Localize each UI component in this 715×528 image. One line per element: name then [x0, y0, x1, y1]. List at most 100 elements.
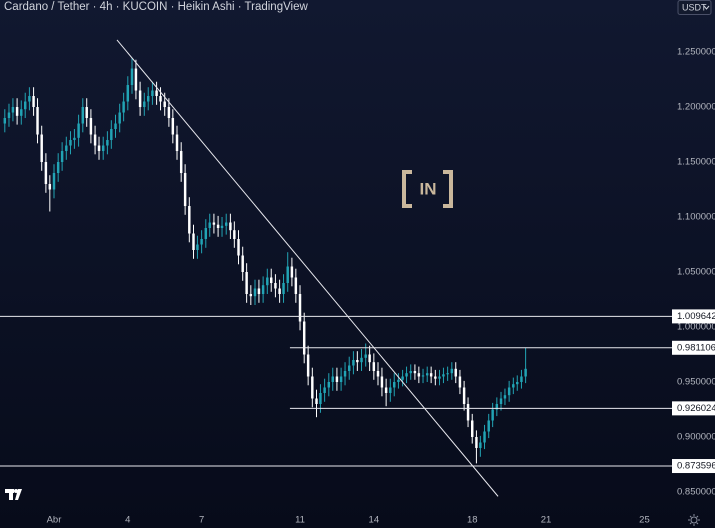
candle-body	[220, 225, 224, 229]
level-tag	[672, 340, 715, 355]
candle-body	[347, 365, 351, 371]
candle-body	[360, 357, 363, 363]
level-tag	[672, 459, 715, 474]
level-label: 1.009642	[677, 311, 715, 322]
candle-body	[524, 368, 527, 377]
candle-body	[512, 384, 515, 388]
candle-body	[306, 354, 310, 377]
candle-body	[315, 398, 318, 404]
candle-body	[438, 376, 441, 379]
candle-body	[376, 370, 380, 377]
candle-body	[266, 277, 269, 286]
candle-body	[114, 123, 117, 130]
candle-body	[282, 283, 285, 295]
x-tick-label: 11	[295, 515, 305, 526]
dropdown-arrow[interactable]	[703, 5, 710, 10]
candle-body	[151, 90, 154, 97]
candle-body	[200, 239, 203, 245]
candle-body	[442, 374, 445, 377]
candle-body	[270, 277, 273, 284]
x-tick-label: 7	[199, 515, 204, 526]
candle-body	[520, 376, 523, 382]
candle-body	[85, 107, 88, 119]
candle-body	[450, 368, 454, 374]
candle-body	[167, 107, 171, 119]
candle-body	[475, 436, 478, 448]
x-tick-label: 25	[639, 515, 650, 526]
y-tick-label: 0.850000	[677, 486, 715, 497]
overlay: 1.009642 0.981106 0.926024 0.873596	[0, 39, 715, 497]
settings-icon[interactable]	[688, 514, 700, 526]
candle-body	[138, 90, 142, 108]
level-tag	[672, 401, 715, 416]
chart-title: Cardano / Tether · 4h · KUCOIN · Heikin …	[4, 1, 309, 13]
y-tick-label: 1.200000	[677, 102, 715, 113]
level-tag	[672, 309, 715, 324]
candle-body	[261, 285, 265, 295]
candle-body	[15, 107, 19, 116]
candle-body	[77, 123, 80, 138]
candle-body	[516, 381, 519, 385]
y-tick-label: 1.150000	[677, 157, 715, 168]
candle-body	[56, 162, 60, 174]
candle-body	[52, 173, 56, 190]
candle-body	[89, 118, 93, 135]
candle-body	[249, 294, 253, 297]
candle-body	[81, 107, 85, 124]
candle-body	[118, 112, 121, 124]
candle-body	[421, 375, 425, 377]
candle-body	[298, 294, 302, 322]
candle-body	[163, 101, 166, 108]
candle-body	[393, 381, 396, 388]
candle-body	[11, 107, 15, 113]
candle-body	[257, 288, 261, 295]
candle-body	[122, 101, 125, 113]
candle-body	[155, 90, 158, 97]
candle-body	[60, 151, 64, 163]
candle-body	[204, 228, 208, 240]
candle-body	[196, 244, 199, 251]
candle-body	[319, 392, 322, 404]
level-label: 0.981106	[677, 342, 715, 353]
candle-body	[146, 96, 150, 102]
currency-box[interactable]	[677, 0, 712, 15]
candle-body	[425, 373, 429, 376]
candle-body	[380, 376, 384, 388]
candle-body	[401, 376, 404, 380]
candle-body	[188, 206, 191, 234]
candle-body	[454, 368, 457, 377]
currency-button[interactable]: USDT	[677, 0, 712, 15]
candle-body	[339, 376, 343, 382]
level-label: 0.873596	[677, 461, 715, 472]
candle-body	[446, 373, 449, 375]
candle-body	[216, 224, 220, 229]
candle-body	[237, 239, 240, 256]
candle-body	[499, 398, 503, 404]
level-label: 0.926024	[677, 403, 715, 414]
candle-body	[417, 373, 421, 377]
candle-body	[134, 68, 138, 91]
candle-body	[7, 112, 11, 119]
candle-body	[356, 359, 359, 363]
x-tick-label: 21	[541, 515, 552, 526]
candle-body	[278, 288, 281, 295]
candle-body	[171, 118, 175, 135]
candle-body	[327, 381, 331, 388]
x-tick-label: Abr	[47, 515, 62, 526]
candle-body	[40, 134, 43, 163]
tradingview-logo	[5, 489, 22, 500]
candle-body	[241, 255, 244, 273]
watermark: IN	[420, 179, 437, 198]
candle-body	[487, 420, 490, 432]
candle-body	[97, 145, 101, 152]
candle-body	[397, 379, 400, 382]
currency[interactable]: USDT	[682, 2, 707, 12]
candle-body	[335, 376, 339, 382]
candle-body	[384, 387, 388, 393]
candle-body	[179, 151, 183, 174]
candle-body	[245, 272, 248, 295]
candle-body	[368, 354, 371, 363]
y-tick-label: 0.950000	[677, 377, 715, 388]
